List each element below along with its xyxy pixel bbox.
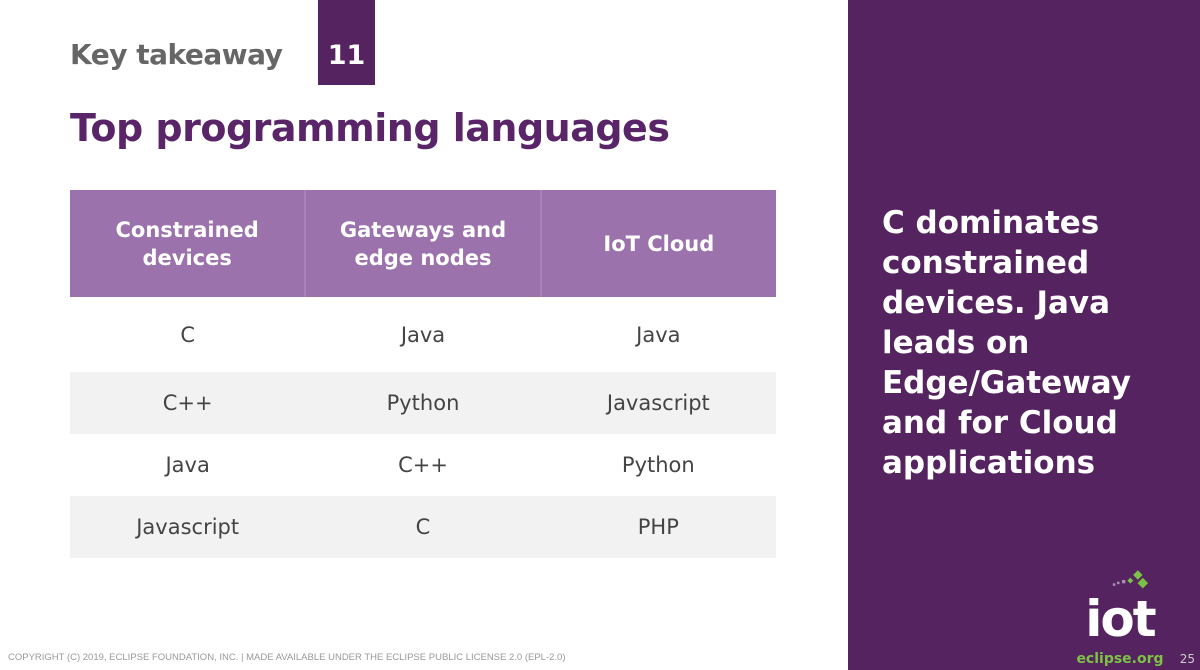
table-cell: Java [400,322,446,347]
takeaway-panel: C dominates constrained devices. Java le… [848,0,1200,670]
table-cell: Javascript [540,372,776,434]
page-number: 25 [1179,652,1195,666]
table-row: Javascript C PHP [70,496,776,558]
takeaway-text: C dominates constrained devices. Java le… [882,205,1131,481]
column-header: IoT Cloud [540,190,776,297]
kicker: Key takeaway [70,38,283,71]
table-cell: C++ [70,372,306,434]
table-cell: PHP [540,496,776,558]
table-row: C++ Python Javascript [70,372,776,434]
table-cell: C [305,496,541,558]
table-cell: C++ [398,453,448,477]
table-row: C Java Java [70,297,776,372]
copyright-footer: COPYRIGHT (C) 2019, ECLIPSE FOUNDATION, … [8,652,566,663]
logo-iot-text: iot [1085,590,1156,648]
eclipse-iot-logo: iot eclipse.org [1068,570,1172,668]
table-cell: Java [636,322,681,347]
languages-table: Constrained devices Gateways and edge no… [70,190,776,558]
table-cell: C [180,322,195,347]
logo-dots-icon [1112,570,1149,589]
logo-eclipse-org-text: eclipse.org [1076,651,1164,667]
column-header: Constrained devices [70,190,307,297]
table-cell: Javascript [70,496,306,558]
table-cell: Python [305,372,541,434]
table-cell: Python [621,453,695,477]
takeaway-number-badge: 11 [318,0,375,85]
column-header: Gateways and edge nodes [305,190,542,297]
table-cell: Java [165,453,210,477]
table-row: Java C++ Python [70,434,776,496]
page-title: Top programming languages [70,106,670,150]
